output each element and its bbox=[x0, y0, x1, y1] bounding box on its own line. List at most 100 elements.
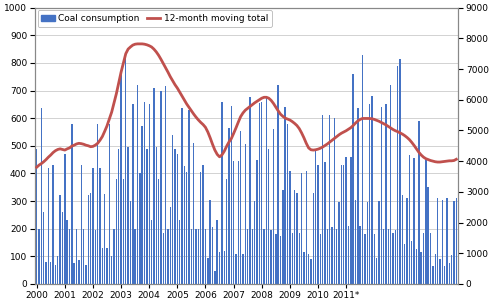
Bar bbox=[343, 165, 345, 284]
Bar bbox=[155, 147, 157, 284]
Bar bbox=[406, 198, 408, 284]
Bar bbox=[226, 179, 227, 284]
Bar bbox=[135, 229, 136, 284]
Bar bbox=[308, 254, 309, 284]
Bar bbox=[453, 201, 455, 284]
Bar bbox=[214, 271, 215, 284]
Bar bbox=[329, 116, 330, 284]
Bar bbox=[186, 172, 187, 284]
Bar bbox=[212, 227, 213, 284]
Bar bbox=[378, 201, 380, 284]
Bar bbox=[85, 264, 87, 284]
Bar bbox=[249, 98, 251, 284]
Bar bbox=[301, 173, 302, 284]
Bar bbox=[254, 201, 255, 284]
Bar bbox=[259, 103, 260, 284]
Bar bbox=[275, 234, 277, 284]
Bar bbox=[287, 124, 288, 284]
Bar bbox=[390, 85, 391, 284]
Bar bbox=[449, 263, 450, 284]
Bar bbox=[36, 149, 37, 284]
Bar bbox=[184, 167, 185, 284]
Bar bbox=[67, 220, 68, 284]
Bar bbox=[195, 229, 197, 284]
Bar bbox=[90, 193, 91, 284]
Bar bbox=[175, 149, 176, 284]
Bar bbox=[374, 234, 375, 284]
Bar bbox=[198, 229, 199, 284]
Bar bbox=[38, 229, 40, 284]
Bar bbox=[57, 256, 59, 284]
Bar bbox=[432, 266, 433, 284]
Bar bbox=[444, 266, 445, 284]
Bar bbox=[176, 154, 178, 284]
Bar bbox=[350, 157, 352, 284]
Bar bbox=[383, 229, 385, 284]
Bar bbox=[362, 55, 363, 284]
Bar bbox=[399, 59, 401, 284]
Bar bbox=[386, 104, 387, 284]
Bar bbox=[331, 227, 333, 284]
Legend: Coal consumption, 12-month moving total: Coal consumption, 12-month moving total bbox=[37, 10, 272, 26]
Bar bbox=[317, 165, 318, 284]
Bar bbox=[303, 252, 305, 284]
Bar bbox=[395, 230, 396, 284]
Bar bbox=[235, 254, 237, 284]
Bar bbox=[181, 109, 183, 284]
Bar bbox=[322, 116, 323, 284]
Bar bbox=[421, 252, 422, 284]
Bar bbox=[108, 124, 110, 284]
Bar bbox=[78, 261, 79, 284]
Bar bbox=[336, 229, 338, 284]
Bar bbox=[240, 131, 242, 284]
Bar bbox=[45, 262, 47, 284]
Bar bbox=[397, 66, 398, 284]
Bar bbox=[106, 248, 107, 284]
Bar bbox=[172, 135, 174, 284]
Bar bbox=[294, 190, 295, 284]
Bar bbox=[442, 200, 443, 284]
Bar bbox=[137, 85, 138, 284]
Bar bbox=[52, 165, 54, 284]
Bar bbox=[324, 162, 326, 284]
Bar bbox=[366, 202, 368, 284]
Bar bbox=[231, 106, 232, 284]
Bar bbox=[346, 157, 347, 284]
Bar bbox=[151, 220, 152, 284]
Bar bbox=[167, 229, 169, 284]
Bar bbox=[238, 161, 239, 284]
Bar bbox=[296, 193, 298, 284]
Bar bbox=[284, 107, 286, 284]
Bar bbox=[191, 229, 192, 284]
Bar bbox=[327, 229, 328, 284]
Bar bbox=[409, 155, 410, 284]
Bar bbox=[228, 128, 230, 284]
Bar bbox=[278, 85, 279, 284]
Bar bbox=[160, 91, 162, 284]
Bar bbox=[418, 121, 420, 284]
Bar bbox=[282, 190, 283, 284]
Bar bbox=[158, 179, 159, 284]
Bar bbox=[170, 206, 171, 284]
Bar bbox=[76, 229, 77, 284]
Bar bbox=[132, 104, 134, 284]
Bar bbox=[341, 165, 342, 284]
Bar bbox=[245, 144, 246, 284]
Bar bbox=[83, 229, 84, 284]
Bar bbox=[130, 201, 131, 284]
Bar bbox=[263, 229, 265, 284]
Bar bbox=[64, 154, 66, 284]
Bar bbox=[392, 233, 394, 284]
Bar bbox=[148, 104, 150, 284]
Bar bbox=[97, 124, 98, 284]
Bar bbox=[104, 194, 106, 284]
Bar bbox=[414, 158, 415, 284]
Bar bbox=[446, 198, 448, 284]
Bar bbox=[62, 212, 63, 284]
Bar bbox=[268, 149, 270, 284]
Bar bbox=[310, 259, 312, 284]
Bar bbox=[116, 179, 117, 284]
Bar bbox=[357, 109, 358, 284]
Bar bbox=[289, 171, 290, 284]
Bar bbox=[111, 256, 112, 284]
